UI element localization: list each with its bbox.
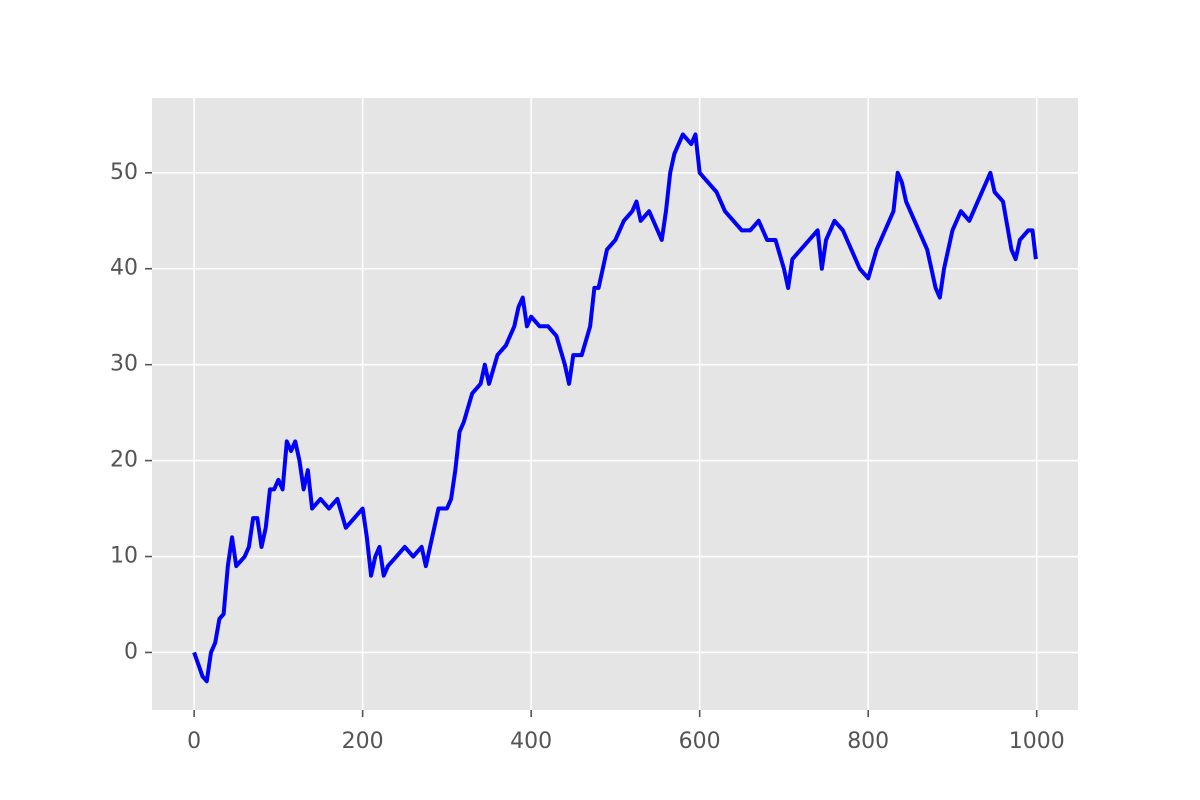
x-tick-label: 1000	[1009, 729, 1065, 754]
y-tick-label: 50	[110, 160, 138, 185]
line	[192, 132, 1038, 684]
x-tick-label: 400	[510, 729, 552, 754]
x-tick-label: 0	[187, 729, 201, 754]
y-tick-label: 40	[110, 256, 138, 281]
y-tick-label: 0	[124, 639, 138, 664]
y-tick-label: 20	[110, 448, 138, 473]
x-tick-label: 200	[342, 729, 384, 754]
y-tick-label: 10	[110, 544, 138, 569]
x-tick-label: 600	[679, 729, 721, 754]
x-tick-label: 800	[847, 729, 889, 754]
plot-area	[152, 98, 1078, 710]
y-tick-label: 30	[110, 352, 138, 377]
